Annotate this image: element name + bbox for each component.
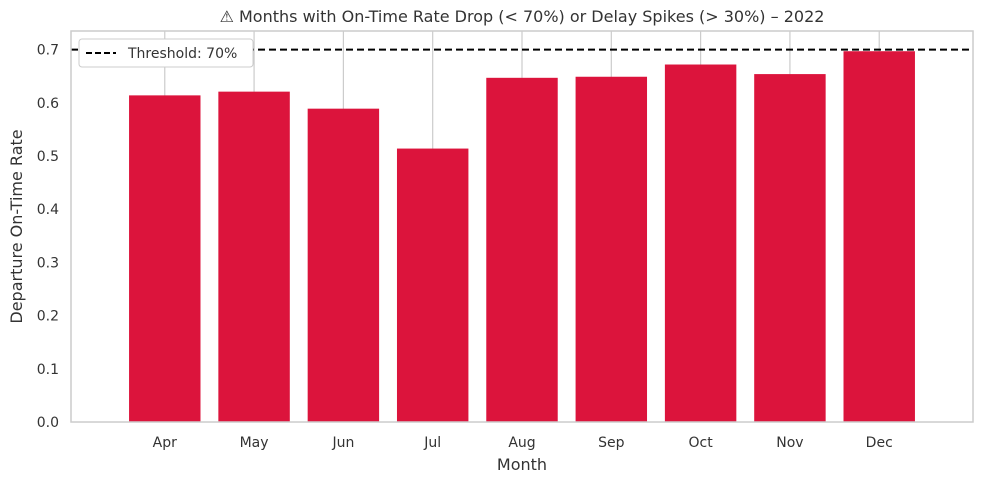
y-tick-label: 0.1	[37, 362, 59, 378]
y-tick-label: 0.2	[37, 309, 59, 325]
x-axis-label: Month	[497, 455, 547, 474]
x-tick-label: Jul	[423, 435, 441, 451]
bar-jun	[307, 108, 380, 422]
x-tick-label: Apr	[153, 435, 177, 451]
bar-may	[218, 91, 290, 422]
y-tick-label: 0.5	[37, 149, 59, 165]
x-tick-label: May	[240, 435, 269, 451]
y-tick-label: 0.6	[37, 96, 59, 112]
bar-nov	[754, 74, 826, 423]
bar-jul	[396, 148, 469, 422]
plot-frame	[70, 30, 974, 423]
y-ticks: 0.0 0.1 0.2 0.3 0.4 0.5 0.6 0.7	[37, 43, 59, 431]
y-tick-label: 0.0	[37, 415, 59, 431]
bar-sep	[575, 76, 648, 422]
y-axis-label: Departure On-Time Rate	[7, 129, 26, 323]
x-tick-label: Aug	[508, 435, 535, 451]
chart-title: ⚠ Months with On-Time Rate Drop (< 70%) …	[220, 7, 825, 26]
x-tick-label: Nov	[776, 435, 803, 451]
x-tick-label: Jun	[331, 435, 354, 451]
legend-box	[78, 38, 254, 68]
bar-apr	[129, 95, 201, 422]
y-tick-label: 0.7	[37, 43, 59, 59]
x-tick-label: Dec	[866, 435, 893, 451]
y-tick-label: 0.3	[37, 255, 59, 271]
x-ticks: Apr May Jun Jul Aug Sep Oct Nov Dec	[153, 435, 893, 451]
bar-dec	[843, 51, 915, 422]
legend: Threshold: 70%	[78, 38, 254, 68]
bars	[129, 51, 915, 423]
bar-aug	[486, 77, 558, 423]
y-tick-label: 0.4	[37, 202, 59, 218]
x-tick-label: Oct	[689, 435, 714, 451]
bar-oct	[664, 64, 737, 422]
legend-entry-threshold: Threshold: 70%	[127, 46, 237, 62]
x-tick-label: Sep	[598, 435, 625, 451]
